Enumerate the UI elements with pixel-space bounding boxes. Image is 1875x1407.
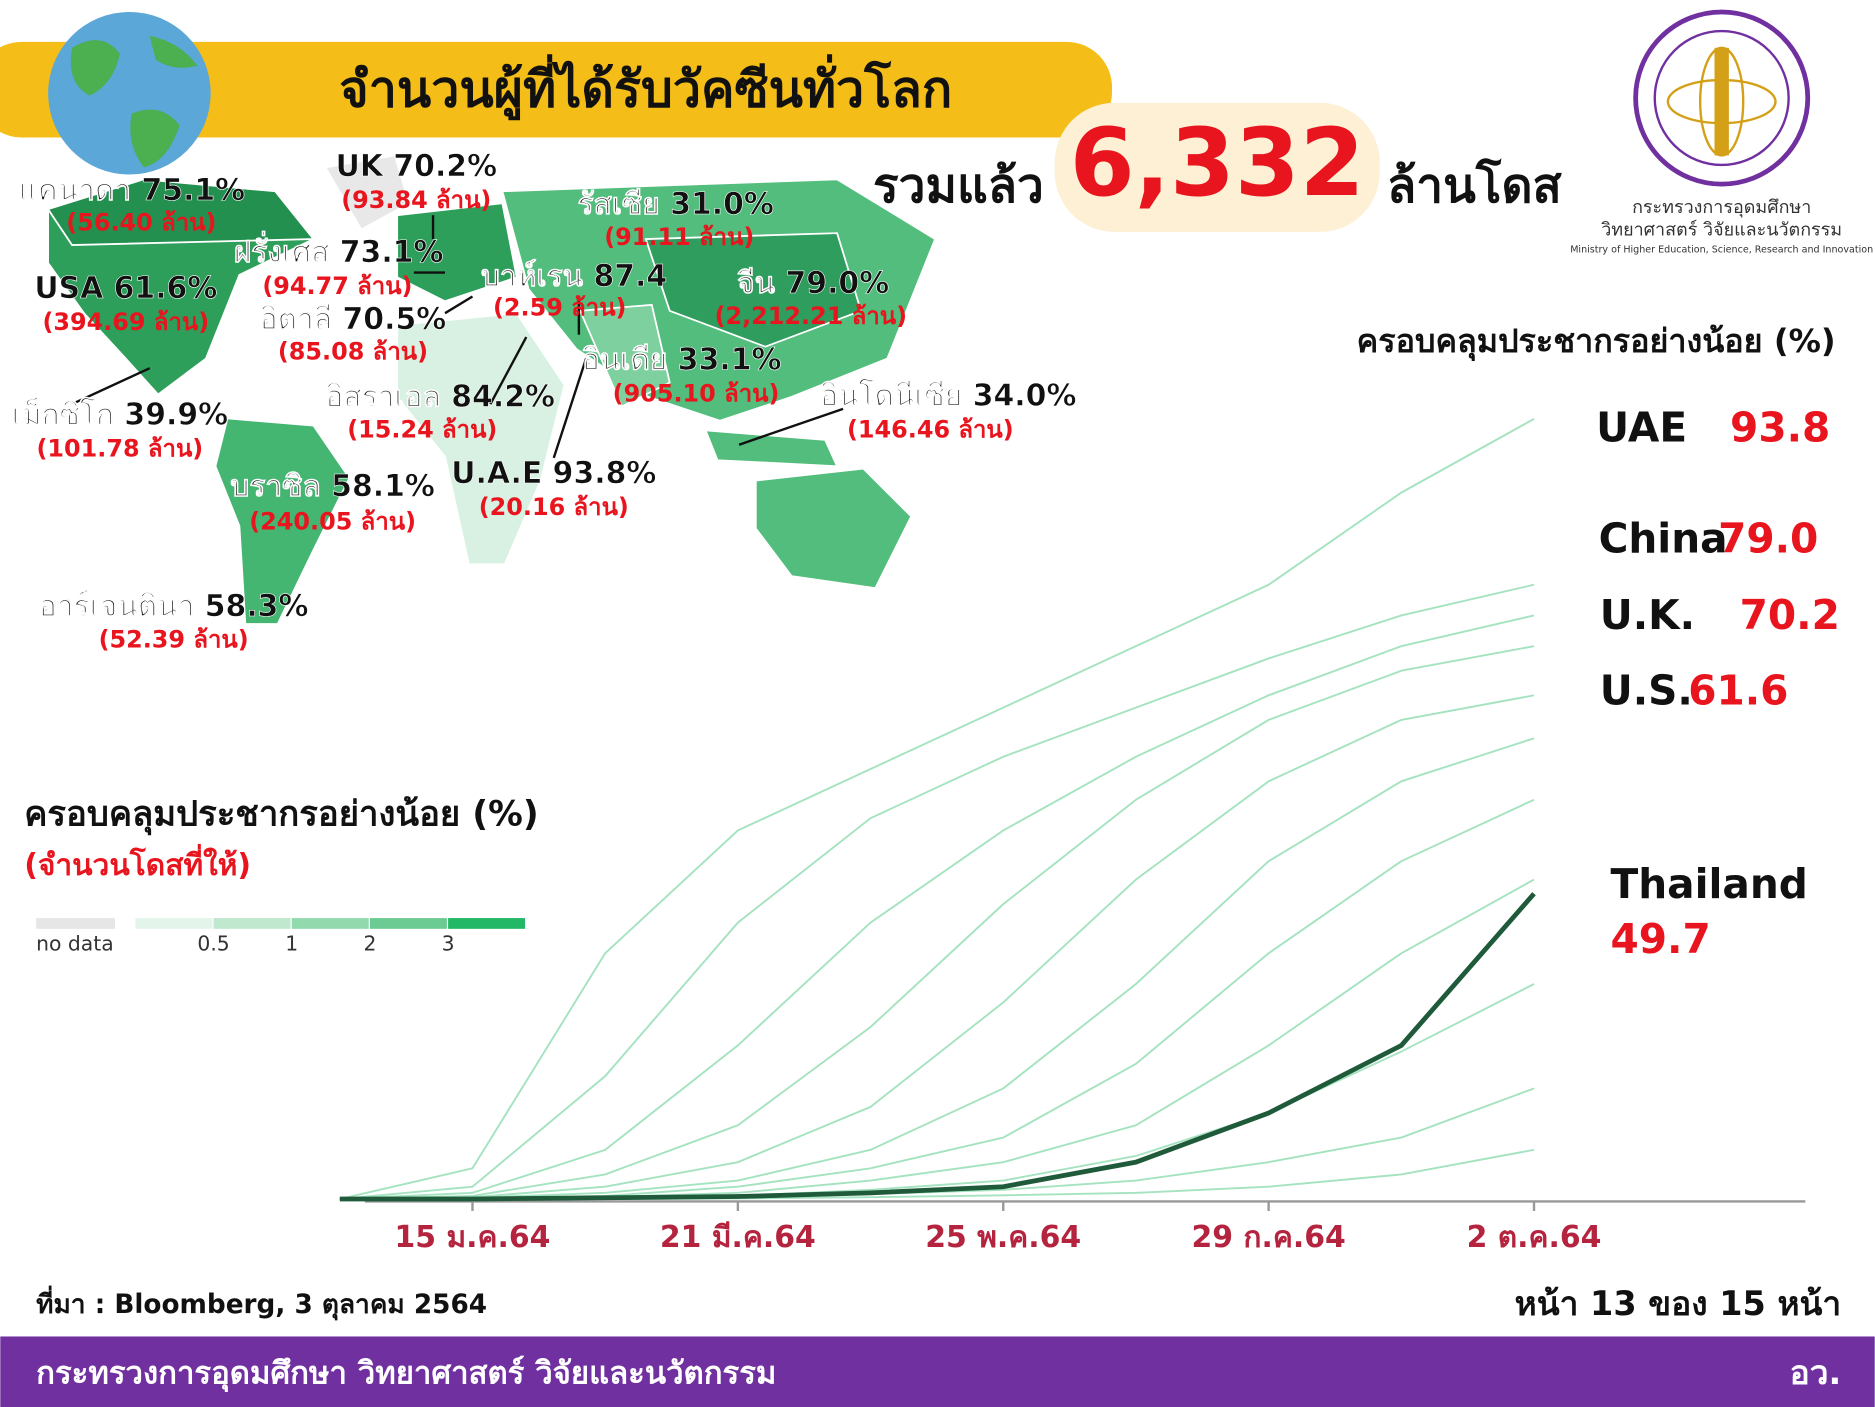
- series-line: [339, 1087, 1535, 1200]
- map-label: USA 61.6%: [34, 271, 217, 306]
- legend-tick-label: 0.5: [197, 931, 229, 955]
- series-end-value: 49.7: [1611, 915, 1711, 963]
- map-label: อินโดนีเซีย 34.0%: [820, 376, 1076, 413]
- x-tick-label: 29 ก.ค.64: [1191, 1220, 1345, 1255]
- chart-title: ครอบคลุมประชากรอย่างน้อย (%): [1357, 322, 1836, 362]
- highlight-name: China: [1599, 515, 1728, 563]
- highlight-value: 93.8: [1730, 403, 1830, 451]
- title-banner: [0, 41, 1113, 138]
- legend-swatch: [213, 918, 291, 929]
- total-value: 6,332: [1070, 108, 1365, 217]
- series-line: [339, 694, 1535, 1200]
- series-line: [339, 798, 1535, 1200]
- legend-swatch: [448, 918, 526, 929]
- map-label-detail: (2.59 ล้าน): [493, 293, 627, 321]
- map-label-detail: (52.39 ล้าน): [99, 626, 249, 654]
- highlight-value: 61.6: [1688, 666, 1788, 714]
- map-label: UK 70.2%: [336, 149, 497, 184]
- map-label: จีน 79.0%: [737, 266, 889, 301]
- series-line: [339, 614, 1535, 1200]
- highlight-value: 79.0: [1718, 515, 1818, 563]
- map-label: เม็กซิโก 39.9%: [12, 396, 228, 433]
- highlight-name: UAE: [1596, 403, 1687, 451]
- map-label: อิสราเอล 84.2%: [325, 380, 555, 415]
- highlight-value: 70.2: [1740, 591, 1840, 639]
- title: จำนวนผู้ที่ได้รับวัคซีนทั่วโลก: [339, 54, 952, 121]
- series-line: [339, 418, 1535, 1200]
- series-line: [339, 737, 1535, 1200]
- map-label-detail: (101.78 ล้าน): [36, 434, 203, 462]
- total-prefix: รวมแล้ว: [873, 159, 1044, 214]
- map-label-detail: (94.77 ล้าน): [262, 272, 412, 300]
- map-label-detail: (20.16 ล้าน): [479, 493, 629, 521]
- chart: 15 ม.ค.64 21 มี.ค.64 25 พ.ค.64 29 ก.ค.64 2 ต…: [339, 403, 1840, 1255]
- legend-tick-label: 2: [363, 931, 376, 955]
- logo-text: กระทรวงการอุดมศึกษา: [1632, 197, 1811, 218]
- x-tick-label: 21 มี.ค.64: [660, 1220, 816, 1255]
- legend-swatch: [291, 918, 369, 929]
- map-label-detail: (2,212.21 ล้าน): [715, 302, 907, 330]
- logo-text: วิทยาศาสตร์ วิจัยและนวัตกรรม: [1601, 220, 1842, 241]
- map-label-detail: (146.46 ล้าน): [847, 415, 1014, 443]
- map-label-detail: (394.69 ล้าน): [42, 308, 209, 336]
- legend-scale: 0.5 1 2 3: [135, 918, 526, 955]
- legend-swatch: [369, 918, 447, 929]
- map-label-detail: (56.40 ล้าน): [66, 209, 216, 237]
- series-line: [339, 583, 1535, 1200]
- world-map: [46, 154, 937, 625]
- map-label-detail: (93.84 ล้าน): [341, 186, 491, 214]
- legend-no-data-swatch: [36, 918, 116, 929]
- map-label: บราซิล 58.1%: [230, 469, 434, 504]
- map-label: อิตาลี 70.5%: [260, 302, 447, 337]
- total-unit: ล้านโดส: [1387, 157, 1563, 214]
- map-label: บาห์เรน 87.4: [481, 259, 667, 294]
- footer-bar: [0, 1336, 1875, 1407]
- legend-tick-label: 3: [442, 931, 455, 955]
- map-labels: แคนาดา 75.1%(56.40 ล้าน) UK 70.2%(93.84 ล…: [11, 149, 1076, 654]
- map-label: รัสเซีย 31.0%: [578, 187, 774, 222]
- map-label-detail: (85.08 ล้าน): [278, 338, 428, 366]
- legend-swatch: [135, 918, 213, 929]
- highlight-name: U.S.: [1600, 666, 1693, 714]
- highlight-name: U.K.: [1600, 591, 1695, 639]
- footer-ministry: กระทรวงการอุดมศึกษา วิทยาศาสตร์ วิจัยและ…: [36, 1356, 776, 1393]
- page-number: หน้า 13 ของ 15 หน้า: [1515, 1284, 1842, 1323]
- legend-subtitle: (จำนวนโดสที่ให้): [24, 843, 251, 883]
- x-tick-label: 2 ต.ค.64: [1467, 1220, 1602, 1255]
- map-arrows: [71, 215, 844, 459]
- source: ที่มา : Bloomberg, 3 ตุลาคม 2564: [36, 1285, 487, 1321]
- x-tick-label: 25 พ.ค.64: [925, 1220, 1081, 1255]
- footer-abbr: อว.: [1790, 1353, 1842, 1392]
- map-label: ฝรั่งเศส 73.1%: [234, 230, 444, 270]
- map-label-detail: (905.10 ล้าน): [613, 379, 780, 407]
- legend-tick-label: 1: [285, 931, 298, 955]
- logo-text: Ministry of Higher Education, Science, R…: [1570, 244, 1873, 255]
- legend-title: ครอบคลุมประชากรอย่างน้อย (%): [24, 794, 538, 835]
- x-tick-label: 15 ม.ค.64: [395, 1220, 551, 1255]
- highlight-line: [339, 892, 1536, 1202]
- map-label-detail: (15.24 ล้าน): [347, 415, 497, 443]
- series-name: Thailand: [1611, 860, 1808, 908]
- ministry-logo: [1633, 9, 1811, 187]
- series-line: [339, 645, 1535, 1200]
- legend-no-data: no data: [36, 931, 114, 955]
- map-label-detail: (91.11 ล้าน): [604, 223, 754, 251]
- map-label: แคนาดา 75.1%: [18, 173, 245, 208]
- globe-icon: [48, 11, 211, 175]
- map-label-detail: (240.05 ล้าน): [249, 507, 416, 535]
- total-box: [1054, 102, 1380, 232]
- map-label: อาร์เจนตินา 58.3%: [39, 589, 309, 624]
- map-label: U.A.E 93.8%: [451, 456, 656, 491]
- map-label: อินเดีย 33.1%: [582, 343, 782, 378]
